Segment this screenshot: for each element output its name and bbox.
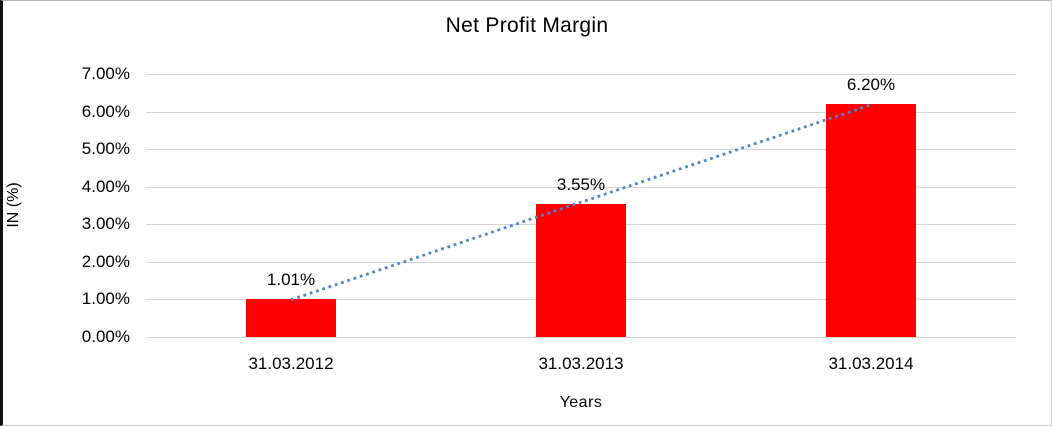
x-axis-title: Years	[559, 394, 603, 411]
data-label: 3.55%	[556, 174, 606, 194]
y-tick-label: 6.00%	[81, 101, 130, 121]
data-label: 6.20%	[846, 75, 896, 95]
y-tick-label: 5.00%	[81, 139, 130, 159]
y-tick-label: 0.00%	[81, 327, 130, 346]
y-tick-label: 2.00%	[81, 251, 130, 271]
data-label: 1.01%	[266, 270, 316, 290]
chart-title: Net Profit Margin	[445, 14, 609, 37]
y-tick-label: 1.00%	[81, 289, 130, 309]
x-tick-label: 31.03.2012	[248, 354, 334, 373]
x-tick-label: 31.03.2013	[538, 354, 624, 373]
y-tick-label: 3.00%	[81, 214, 130, 234]
y-tick-label: 4.00%	[81, 176, 130, 196]
y-axis-title: IN (%)	[5, 182, 22, 228]
y-tick-label: 7.00%	[81, 64, 130, 83]
bar-31.03.2012	[246, 299, 336, 337]
bar-31.03.2014	[826, 104, 916, 337]
gridline	[146, 74, 1016, 75]
bar-31.03.2013	[536, 203, 626, 337]
x-tick-label: 31.03.2014	[828, 354, 914, 373]
gridline	[146, 337, 1016, 338]
plot-area	[146, 74, 1016, 338]
